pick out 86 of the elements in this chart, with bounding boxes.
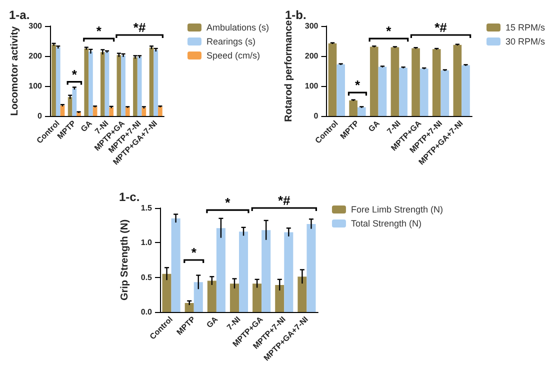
y-tick-label: 0.5 <box>140 272 153 282</box>
bar <box>158 106 162 116</box>
bar <box>125 107 130 116</box>
y-tick-label: 0 <box>38 112 43 120</box>
bar <box>88 52 93 116</box>
bar <box>171 218 180 312</box>
bar <box>349 100 358 116</box>
y-tick-label: 200 <box>28 52 43 60</box>
bar <box>357 107 366 116</box>
legend-label: Rearings (s) <box>206 36 256 46</box>
y-tick-label: 300 <box>28 22 43 30</box>
y-tick-label: 100 <box>28 82 43 90</box>
y-tick-label: 0 <box>314 112 319 120</box>
chart-title: 1-a. <box>9 8 30 22</box>
y-tick-label: 300 <box>304 22 319 30</box>
bar <box>154 50 158 116</box>
bar <box>336 64 345 116</box>
annotation: *# <box>434 20 448 35</box>
bar <box>284 232 294 312</box>
legend-label: 15 RPM/s <box>505 22 546 32</box>
annotation: * <box>191 245 198 260</box>
bar <box>378 66 387 116</box>
y-tick-label: 0.0 <box>140 308 153 316</box>
bar <box>137 56 142 116</box>
chart-title: 1-c. <box>119 190 140 204</box>
bar <box>275 284 284 312</box>
bar <box>432 49 441 116</box>
bar <box>60 106 65 116</box>
bar <box>390 47 400 116</box>
x-tick-label: GA <box>366 118 382 134</box>
bar <box>412 48 420 116</box>
bar <box>121 55 126 116</box>
legend-label: Speed (cm/s) <box>206 50 260 60</box>
bar <box>56 47 60 116</box>
bar <box>207 280 216 312</box>
bar <box>216 228 226 312</box>
bar <box>76 112 81 116</box>
bar <box>230 284 239 312</box>
bar <box>104 52 110 116</box>
bar <box>399 68 408 116</box>
y-axis-title: Rotarod performance <box>284 20 294 122</box>
legend-label: Fore Limb Strength (N) <box>350 204 444 214</box>
bar <box>420 68 428 116</box>
y-tick-label: 1.5 <box>140 204 153 212</box>
bar <box>328 43 337 116</box>
bar <box>462 65 470 116</box>
bar <box>194 282 203 312</box>
bar <box>92 106 98 116</box>
legend-label: 30 RPM/s <box>505 36 546 46</box>
y-tick-label: 1.0 <box>140 238 153 248</box>
bar <box>149 48 154 116</box>
bar <box>100 52 105 116</box>
bar <box>298 276 307 312</box>
bar <box>84 48 89 116</box>
bar <box>453 44 462 116</box>
chart-title: 1-b. <box>285 8 306 22</box>
bar <box>262 230 271 312</box>
y-tick-label: 100 <box>304 82 319 90</box>
x-tick-label: GA <box>204 314 220 330</box>
legend-label: Ambulations (s) <box>206 22 270 32</box>
bar <box>116 55 122 116</box>
annotation: * <box>96 24 102 39</box>
bar <box>370 46 378 116</box>
annotation: * <box>225 195 232 210</box>
bar <box>184 302 194 312</box>
bar <box>68 97 72 116</box>
annotation: *# <box>133 20 146 35</box>
annotation: * <box>72 66 78 82</box>
bar <box>133 57 138 116</box>
y-axis-title: Locomotor activity <box>10 26 20 116</box>
y-tick-label: 200 <box>304 52 319 60</box>
bar <box>109 107 114 116</box>
bar <box>252 284 262 312</box>
bar <box>72 88 77 116</box>
bar <box>162 274 172 312</box>
legend-label: Total Strength (N) <box>350 218 422 228</box>
bar <box>440 70 450 116</box>
bar <box>306 224 316 312</box>
x-tick-label: GA <box>79 118 94 134</box>
bar <box>239 232 248 312</box>
y-axis-title: Grip Strength (N) <box>120 219 130 301</box>
bar <box>142 108 146 116</box>
bar <box>52 44 56 116</box>
annotation: * <box>354 78 361 93</box>
text: *# <box>278 193 292 208</box>
annotation: * <box>386 24 392 39</box>
